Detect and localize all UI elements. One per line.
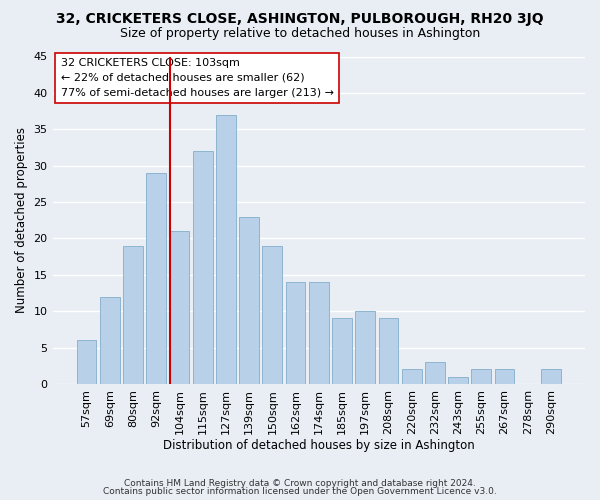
Bar — [77, 340, 97, 384]
Bar — [170, 231, 190, 384]
Bar — [355, 311, 375, 384]
Bar — [448, 376, 468, 384]
Bar — [402, 370, 422, 384]
Bar — [472, 370, 491, 384]
Y-axis label: Number of detached properties: Number of detached properties — [15, 127, 28, 313]
Bar — [123, 246, 143, 384]
Text: 32 CRICKETERS CLOSE: 103sqm
← 22% of detached houses are smaller (62)
77% of sem: 32 CRICKETERS CLOSE: 103sqm ← 22% of det… — [61, 58, 334, 98]
Text: 32, CRICKETERS CLOSE, ASHINGTON, PULBOROUGH, RH20 3JQ: 32, CRICKETERS CLOSE, ASHINGTON, PULBORO… — [56, 12, 544, 26]
Bar — [286, 282, 305, 384]
Bar — [332, 318, 352, 384]
Bar — [494, 370, 514, 384]
Bar — [262, 246, 282, 384]
Bar — [379, 318, 398, 384]
Bar — [239, 216, 259, 384]
Bar — [309, 282, 329, 384]
Bar — [216, 114, 236, 384]
Bar — [146, 173, 166, 384]
Bar — [100, 296, 119, 384]
Bar — [541, 370, 561, 384]
Text: Contains public sector information licensed under the Open Government Licence v3: Contains public sector information licen… — [103, 487, 497, 496]
X-axis label: Distribution of detached houses by size in Ashington: Distribution of detached houses by size … — [163, 440, 475, 452]
Text: Contains HM Land Registry data © Crown copyright and database right 2024.: Contains HM Land Registry data © Crown c… — [124, 478, 476, 488]
Bar — [193, 151, 212, 384]
Bar — [425, 362, 445, 384]
Text: Size of property relative to detached houses in Ashington: Size of property relative to detached ho… — [120, 28, 480, 40]
